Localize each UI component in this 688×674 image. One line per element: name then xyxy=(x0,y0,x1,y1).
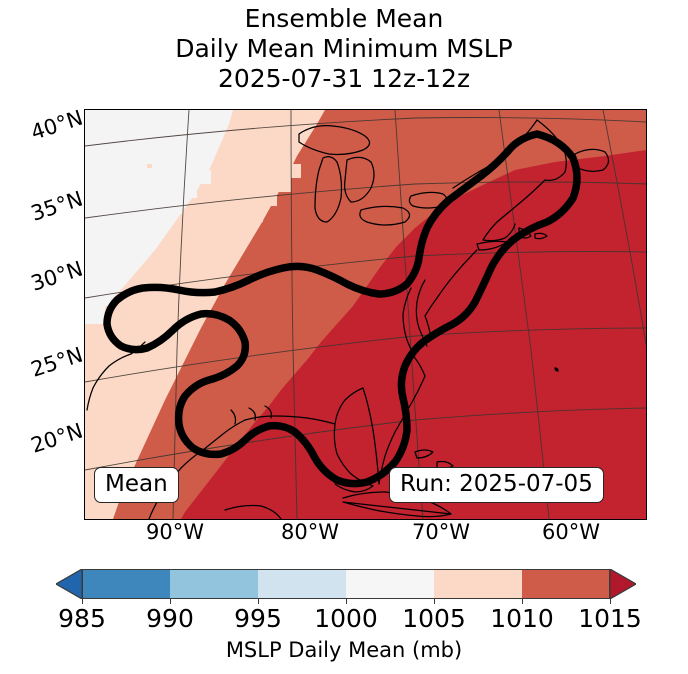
colorbar-tick xyxy=(258,599,259,604)
lon-label-90w: 90°W xyxy=(146,520,204,544)
colorbar-segment xyxy=(170,569,259,599)
lat-label-25n: 25°N xyxy=(27,342,86,382)
fill-1010-1015-steps xyxy=(331,206,411,270)
page-title: Ensemble Mean Daily Mean Minimum MSLP 20… xyxy=(0,4,688,94)
colorbar-segment xyxy=(82,569,171,599)
colorbar-segment xyxy=(522,569,611,599)
colorbar-tick-label: 995 xyxy=(234,604,282,633)
colorbar-tick xyxy=(346,599,347,604)
lon-label-60w: 60°W xyxy=(542,520,600,544)
map-panel xyxy=(84,109,647,520)
lat-label-20n: 20°N xyxy=(27,418,86,458)
colorbar-segment xyxy=(346,569,435,599)
colorbar-segment xyxy=(258,569,347,599)
colorbar-tick xyxy=(170,599,171,604)
colorbar-tick-label: 1000 xyxy=(314,604,378,633)
title-line-3: 2025-07-31 12z-12z xyxy=(217,64,471,93)
fill-speck xyxy=(147,164,152,168)
colorbar-segment xyxy=(434,569,523,599)
title-line-1: Ensemble Mean xyxy=(244,4,444,33)
colorbar-tick xyxy=(610,599,611,604)
map-canvas xyxy=(85,110,646,519)
fill-1000-1005-steps xyxy=(85,170,211,324)
contour-line-1015 xyxy=(103,130,581,488)
colorbar-tick xyxy=(82,599,83,604)
colorbar-tick xyxy=(522,599,523,604)
lat-label-35n: 35°N xyxy=(27,186,86,226)
colorbar-tick-label: 1005 xyxy=(402,604,466,633)
title-line-2: Daily Mean Minimum MSLP xyxy=(175,34,513,63)
fill-1005-1010-steps xyxy=(87,164,301,440)
colorbar: 985 990 995 1000 1005 1010 1015 MSLP Daily Mea… xyxy=(0,558,688,674)
colorbar-tick-label: 990 xyxy=(146,604,194,633)
run-label-box: Run: 2025-07-05 xyxy=(389,467,604,503)
colorbar-over-arrow xyxy=(610,569,636,599)
colorbar-title: MSLP Daily Mean (mb) xyxy=(225,638,463,662)
colorbar-tick-label: 1015 xyxy=(578,604,642,633)
lon-label-80w: 80°W xyxy=(281,520,339,544)
mean-label-box: Mean xyxy=(94,467,179,503)
colorbar-gradient xyxy=(82,569,611,599)
colorbar-tick-label: 1010 xyxy=(490,604,554,633)
colorbar-under-arrow xyxy=(56,569,82,599)
colorbar-tick-label: 985 xyxy=(58,604,106,633)
lat-label-40n: 40°N xyxy=(27,105,86,145)
lon-label-70w: 70°W xyxy=(412,520,470,544)
colorbar-tick xyxy=(434,599,435,604)
lat-label-30n: 30°N xyxy=(27,256,86,296)
